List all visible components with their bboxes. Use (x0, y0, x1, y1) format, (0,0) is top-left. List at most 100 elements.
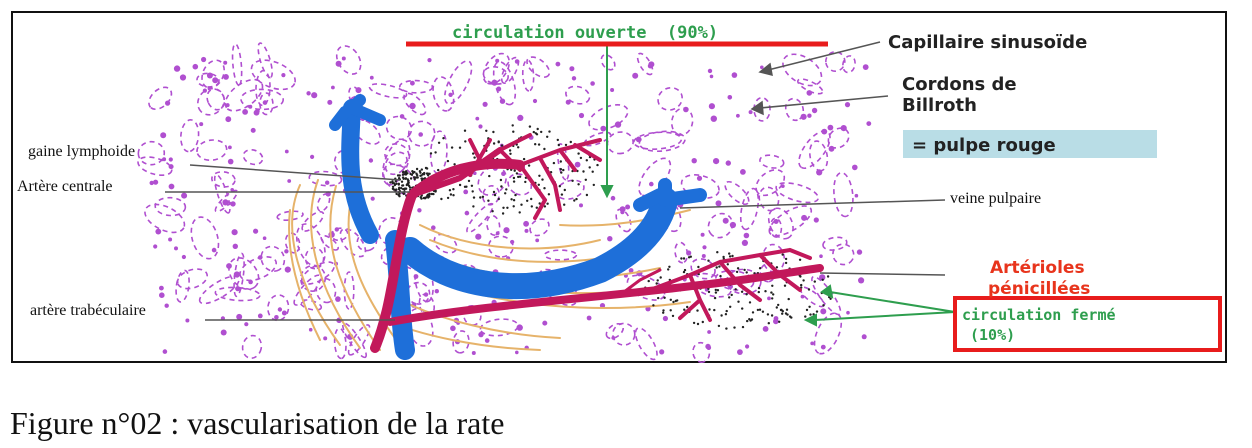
pulp-cell-dot (149, 180, 154, 186)
lymphoid-cell-dot (757, 290, 760, 294)
lymphoid-cell-dot (582, 170, 585, 173)
pulp-sinusoid-loop (481, 185, 501, 206)
pulp-sinusoid-loop (615, 208, 632, 233)
pulp-cell-dot (431, 225, 436, 230)
pulp-cell-dot (600, 125, 607, 132)
lymphoid-cell-dot (413, 176, 416, 179)
lymphoid-cell-dot (718, 265, 721, 268)
lymphoid-cell-dot (391, 185, 395, 188)
lymphoid-cell-dot (780, 308, 783, 312)
lymphoid-cell-dot (826, 275, 830, 278)
pulp-cell-dot (335, 60, 342, 67)
pulp-cell-dot (335, 296, 341, 302)
pulp-cell-dot (516, 324, 523, 331)
lymphoid-cell-dot (543, 147, 546, 151)
lymphoid-cell-dot (543, 205, 547, 208)
lymphoid-cell-dot (527, 164, 531, 167)
lymphoid-cell-dot (802, 279, 805, 282)
pulp-cell-dot (427, 58, 432, 63)
pulp-cell-dot (647, 63, 653, 69)
pulp-sinusoid-loop (293, 274, 322, 306)
pulp-sinusoid-loop (822, 236, 848, 251)
lymphoid-cell-dot (647, 279, 650, 283)
lymphoid-cell-dot (741, 307, 744, 310)
lymphoid-cell-dot (537, 183, 540, 186)
lymphoid-cell-dot (416, 176, 419, 179)
lymphoid-cell-dot (714, 288, 717, 292)
lymphoid-cell-dot (426, 174, 430, 177)
lymphoid-cell-dot (543, 187, 546, 190)
lymphoid-cell-dot (452, 194, 455, 197)
pulp-cell-dot (274, 315, 279, 320)
pulp-cell-dot (806, 90, 813, 96)
lymphoid-cell-dot (535, 206, 538, 209)
pulp-cell-dot (225, 116, 232, 123)
lymphoid-cell-dot (401, 173, 405, 176)
lymphoid-cell-dot (471, 190, 474, 193)
pulp-cell-dot (722, 217, 729, 224)
lymphoid-cell-dot (499, 178, 503, 182)
lymphoid-cell-dot (813, 280, 816, 283)
pulp-cell-dot (760, 65, 764, 70)
pulp-cell-dot (287, 179, 292, 183)
arteries (370, 133, 824, 353)
lymphoid-cell-dot (571, 179, 574, 182)
lymphoid-cell-dot (750, 318, 754, 321)
lymphoid-cell-dot (404, 177, 407, 180)
lymphoid-cell-dot (564, 143, 568, 147)
lymphoid-cell-dot (701, 320, 704, 324)
lymphoid-cell-dot (745, 293, 748, 296)
pulp-cell-dot (619, 206, 626, 213)
lymphoid-cell-dot (391, 181, 394, 185)
lymphoid-cell-dot (446, 196, 450, 200)
lymphoid-cell-dot (501, 212, 505, 215)
pulp-sinusoid-loop (198, 275, 240, 305)
pulp-sinusoid-loop (242, 148, 264, 166)
lymphoid-cell-dot (437, 168, 440, 172)
lymphoid-cell-dot (764, 290, 767, 293)
lymphoid-cell-dot (562, 168, 565, 172)
lymphoid-cell-dot (517, 175, 520, 179)
pulp-cell-dot (284, 149, 289, 154)
lymphoid-cell-dot (493, 193, 497, 197)
pulp-sinusoid-loop (452, 330, 470, 354)
pulp-sinusoid-loop (482, 65, 509, 85)
pulp-cell-dot (800, 113, 807, 120)
pulp-cell-dot (731, 72, 738, 78)
lymphoid-cell-dot (746, 319, 749, 323)
lymphoid-cell-dot (781, 312, 784, 315)
lymphoid-cell-dot (821, 278, 824, 281)
label-artere-centrale: Artère centrale (17, 178, 112, 195)
lymphoid-cell-dot (722, 255, 725, 259)
pulp-cell-dot (223, 74, 229, 80)
lymphoid-cell-dot (800, 283, 803, 287)
lymphoid-cell-dot (558, 185, 561, 188)
lymphoid-cell-dot (767, 322, 770, 325)
lymphoid-cell-dot (736, 267, 740, 270)
pulp-sinusoid-loop (482, 52, 511, 85)
pulp-cell-dot (399, 114, 405, 119)
lymphoid-cell-dot (772, 293, 775, 296)
label-pulpe-rouge: = pulpe rouge (912, 135, 1056, 156)
pulp-cell-dot (475, 233, 482, 240)
lymphoid-cell-dot (407, 184, 411, 188)
pulp-cell-dot (496, 86, 502, 92)
lymphoid-cell-dot (559, 160, 562, 163)
pulp-cell-dot (475, 116, 480, 121)
lymphoid-cell-dot (492, 142, 496, 145)
pulp-sinusoid-loop (657, 86, 683, 111)
lymphoid-cell-dot (804, 315, 807, 318)
lymphoid-cell-dot (805, 308, 809, 312)
lymphoid-cell-dot (771, 284, 774, 287)
pulp-cell-dot (250, 127, 256, 133)
lymphoid-cell-dot (406, 172, 409, 175)
lymphoid-cell-dot (413, 177, 416, 181)
pulp-cell-dot (327, 99, 333, 105)
pulp-cell-dot (244, 322, 249, 327)
pulp-cell-dot (745, 344, 750, 349)
lymphoid-cell-dot (725, 327, 728, 330)
lymphoid-cell-dot (708, 308, 711, 311)
pulp-sinusoid-loop (565, 85, 591, 105)
pulp-cell-dot (162, 349, 168, 354)
pulp-sinusoid-loop (399, 79, 434, 94)
